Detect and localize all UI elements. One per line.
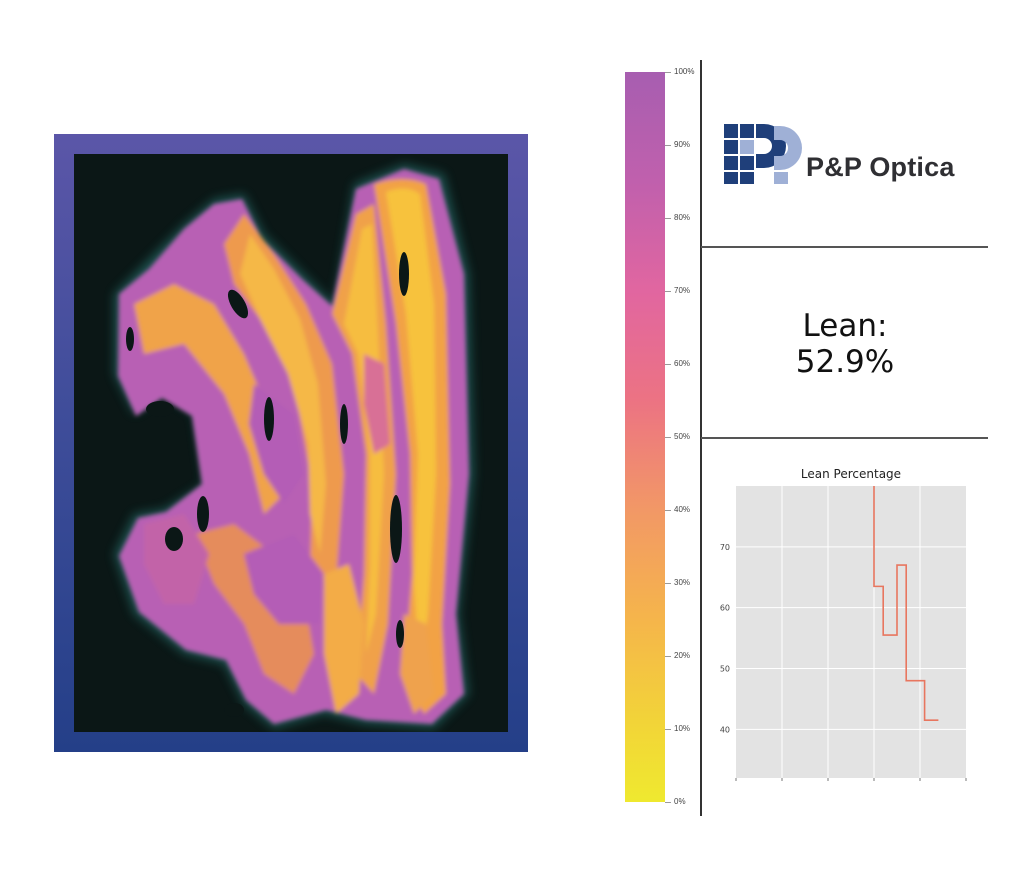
chart-ytick-label: 40 xyxy=(720,725,730,734)
chart-series-line xyxy=(873,486,939,722)
colorbar-label: 70% xyxy=(674,286,691,295)
colorbar-label: 30% xyxy=(674,578,691,587)
colorbar-label: 40% xyxy=(674,505,691,514)
chart-plot-area xyxy=(736,486,966,778)
chart-title: Lean Percentage xyxy=(800,467,902,481)
colorbar-tick xyxy=(665,583,671,584)
colorbar-tick xyxy=(665,364,671,365)
colorbar-tick xyxy=(665,729,671,730)
colorbar-tick xyxy=(665,510,671,511)
scan-image xyxy=(74,154,508,732)
colorbar-label: 10% xyxy=(674,724,691,733)
colorbar-label: 80% xyxy=(674,213,691,222)
colorbar-label: 20% xyxy=(674,651,691,660)
colorbar-label: 50% xyxy=(674,432,691,441)
colorbar-tick xyxy=(665,656,671,657)
colorbar xyxy=(625,72,665,802)
colorbar-label: 0% xyxy=(674,797,686,806)
scan-image-frame xyxy=(54,134,528,752)
divider-logo-readout xyxy=(701,246,988,248)
colorbar-tick xyxy=(665,218,671,219)
divider-readout-chart xyxy=(701,437,988,439)
colorbar-tick xyxy=(665,437,671,438)
colorbar-label: 90% xyxy=(674,140,691,149)
colorbar-label: 60% xyxy=(674,359,691,368)
colorbar-tick xyxy=(665,72,671,73)
lean-value: 52.9% xyxy=(795,344,895,380)
chart-ytick-label: 60 xyxy=(720,604,730,613)
brand-logo: P&P Optica xyxy=(724,124,974,186)
colorbar-tick xyxy=(665,291,671,292)
chart-ytick-label: 70 xyxy=(720,543,730,552)
meat-scan-visualization xyxy=(74,154,508,732)
brand-name: P&P Optica xyxy=(806,152,955,182)
lean-percentage-chart: 40 50 60 70 xyxy=(720,486,967,781)
lean-readout: Lean: 52.9% xyxy=(702,308,988,380)
colorbar-tick xyxy=(665,145,671,146)
chart-ytick-label: 50 xyxy=(720,665,730,674)
colorbar-label: 100% xyxy=(674,67,695,76)
pp-logo-icon xyxy=(724,124,802,184)
colorbar-tick xyxy=(665,802,671,803)
lean-label: Lean: xyxy=(802,308,888,344)
